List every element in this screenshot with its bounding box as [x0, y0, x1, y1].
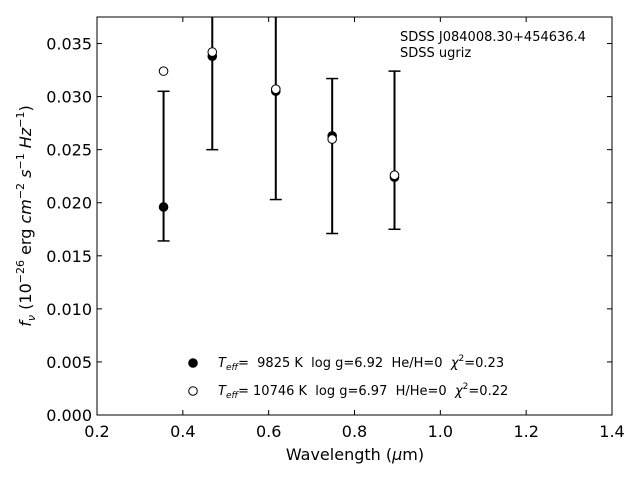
x-tick-label: 0.2: [84, 422, 109, 441]
annotation-object-name: SDSS J084008.30+454636.4: [400, 30, 586, 45]
x-axis-label: Wavelength (μm): [286, 445, 424, 464]
y-tick-label: 0.000: [46, 406, 92, 425]
y-tick-label: 0.010: [46, 300, 92, 319]
data-points: [158, 47, 400, 212]
y-axis-label: fν (10−26 erg cm−2 s−1 Hz−1): [14, 105, 38, 326]
axis-ticks: 0.2 0.4 0.6 0.8 1.0 1.2 1.4 0.000 0.005 0.010 0.01…: [46, 17, 625, 441]
legend-marker-open: [188, 386, 198, 396]
error-bars: [157, 17, 401, 242]
open-model-point: [389, 170, 400, 180]
x-tick-label: 0.4: [170, 422, 195, 441]
legend-marker-filled: [188, 358, 198, 368]
x-tick-label: 0.8: [342, 422, 367, 441]
y-tick-label: 0.015: [46, 247, 92, 266]
open-model-point: [207, 47, 218, 57]
y-tick-label: 0.030: [46, 88, 92, 107]
annotation-survey-name: SDSS ugriz: [400, 46, 471, 61]
plot-frame: [96, 16, 613, 416]
legend: Teff= 9825 K log g=6.92 He/H=0 χ2=0.23 T…: [188, 354, 508, 401]
y-tick-label: 0.005: [46, 353, 92, 372]
y-tick-label: 0.020: [46, 194, 92, 213]
open-model-point: [270, 84, 281, 94]
x-tick-label: 1.0: [428, 422, 453, 441]
open-model-point: [158, 66, 169, 76]
open-model-point: [327, 134, 337, 144]
x-tick-label: 1.2: [513, 422, 538, 441]
legend-entry-2: Teff= 10746 K log g=6.97 H/He=0 χ2=0.22: [218, 382, 508, 401]
x-tick-label: 1.4: [599, 422, 624, 441]
filled-model-point: [158, 202, 169, 212]
y-tick-label: 0.035: [46, 35, 92, 54]
x-tick-label: 0.6: [256, 422, 281, 441]
y-tick-label: 0.025: [46, 141, 92, 160]
legend-entry-1: Teff= 9825 K log g=6.92 He/H=0 χ2=0.23: [218, 354, 504, 373]
